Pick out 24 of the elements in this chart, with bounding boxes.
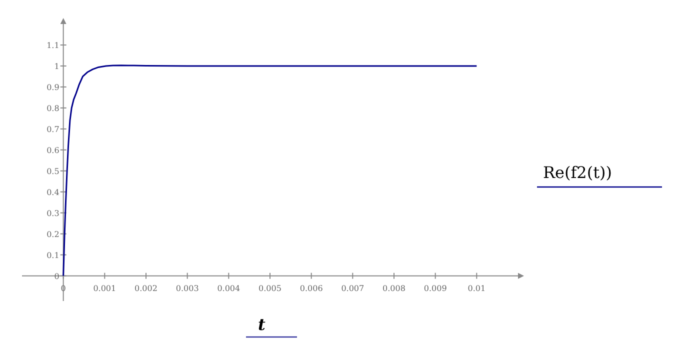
- y-tick-label: 0.1: [46, 250, 60, 260]
- y-tick-label: 0.8: [46, 104, 60, 113]
- x-tick-label: 0.006: [300, 284, 323, 293]
- y-tick-label: 1.1: [46, 40, 60, 50]
- x-tick-label: 0.01: [468, 284, 486, 293]
- x-tick-label: 0.008: [382, 284, 406, 293]
- y-tick-label: 0.6: [46, 146, 60, 155]
- x-axis-title: t: [258, 315, 266, 334]
- x-tick-label: 0.005: [258, 284, 282, 293]
- y-tick-label: 0.5: [46, 166, 60, 176]
- x-tick-label: 0.003: [176, 284, 199, 293]
- y-tick-label: 1: [54, 62, 60, 71]
- x-tick-label: 0.004: [217, 284, 240, 293]
- x-tick-label: 0.001: [93, 284, 116, 293]
- y-tick-label: 0.2: [46, 230, 60, 239]
- y-tick-label: 0.7: [46, 124, 60, 134]
- x-tick-label: 0.002: [134, 284, 158, 293]
- x-tick-label: 0.007: [341, 284, 364, 293]
- y-tick-label: 0.9: [46, 82, 60, 92]
- y-tick-label: 0.3: [46, 208, 60, 218]
- y-tick-label: 0.4: [46, 188, 60, 197]
- y-axis-title: Re(f2(t)): [543, 163, 612, 182]
- x-tick-label: 0.009: [424, 284, 447, 293]
- line-series: [62, 64, 478, 277]
